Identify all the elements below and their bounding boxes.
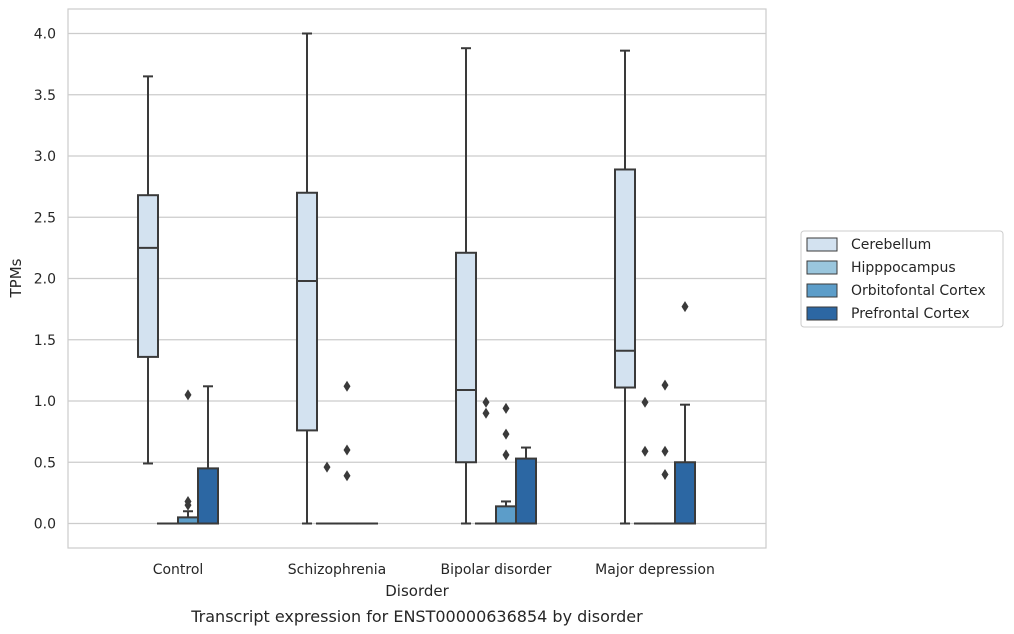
box [296,191,318,432]
x-tick-label: Major depression [595,562,715,578]
outlier-point [502,449,510,461]
legend-swatch [806,260,838,275]
box [197,467,219,525]
y-tick-label: 0.0 [34,517,56,533]
box [495,505,517,525]
legend-label: Hipppocampus [851,260,956,276]
x-tick-label: Schizophrenia [288,562,386,578]
legend-frame [800,230,1004,328]
box [515,457,537,525]
x-tick-labels: Control Schizophrenia Bipolar disorder Majo… [153,562,715,578]
outlier-point [343,444,351,456]
outlier-point [343,380,351,392]
outlier-point [502,402,510,414]
y-tick-label: 4.0 [34,27,56,43]
legend-swatch [806,283,838,298]
outlier-point [343,470,351,482]
x-axis-title: Disorder [385,582,449,600]
box [137,194,159,358]
legend: Cerebellum Hipppocampus Orbitofontal Corte… [800,230,1004,328]
outlier-point [661,469,669,480]
outlier-point [641,396,649,408]
outlier-point [661,445,669,457]
y-axis-title: TPMs [7,258,25,298]
box-plot-marks [137,32,696,525]
y-tick-label: 3.5 [34,88,56,104]
box [455,251,477,464]
outlier-point [482,407,490,419]
box [614,168,636,389]
y-tick-label: 0.5 [34,455,56,471]
outlier-point [502,428,510,440]
y-tick-labels: 0.0 0.5 1.0 1.5 2.0 2.5 3.0 3.5 4.0 [34,27,56,533]
legend-swatch [806,237,838,252]
outlier-point [184,499,192,511]
box [674,461,696,525]
y-tick-label: 3.0 [34,149,56,165]
legend-label: Orbitofontal Cortex [851,283,986,299]
x-tick-label: Bipolar disorder [440,562,551,578]
y-tick-label: 1.5 [34,333,56,349]
outlier-point [184,389,192,401]
outlier-point [661,379,669,391]
legend-label: Prefrontal Cortex [851,306,970,322]
y-tick-label: 2.0 [34,272,56,288]
legend-swatch [806,306,838,321]
chart-caption: Transcript expression for ENST0000063685… [190,607,643,626]
y-tick-label: 2.5 [34,210,56,226]
outlier-point [323,461,331,473]
y-tick-label: 1.0 [34,394,56,410]
x-tick-label: Control [153,562,204,578]
legend-label: Cerebellum [851,237,931,253]
outlier-point [681,301,689,313]
outlier-point [482,396,490,408]
outlier-point [641,445,649,457]
